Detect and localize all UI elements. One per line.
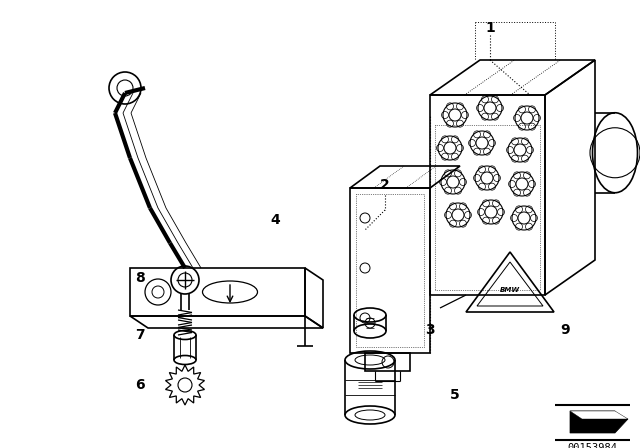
Polygon shape xyxy=(570,411,628,433)
Text: 8: 8 xyxy=(135,271,145,285)
Polygon shape xyxy=(570,411,628,419)
Text: 6: 6 xyxy=(135,378,145,392)
Text: 1: 1 xyxy=(485,21,495,35)
Text: BMW: BMW xyxy=(500,287,520,293)
Text: 3: 3 xyxy=(425,323,435,337)
Text: 4: 4 xyxy=(270,213,280,227)
Text: 5: 5 xyxy=(450,388,460,402)
Text: 9: 9 xyxy=(560,323,570,337)
Text: 00153984: 00153984 xyxy=(567,443,617,448)
Text: 7: 7 xyxy=(135,328,145,342)
Text: 2: 2 xyxy=(380,178,390,192)
